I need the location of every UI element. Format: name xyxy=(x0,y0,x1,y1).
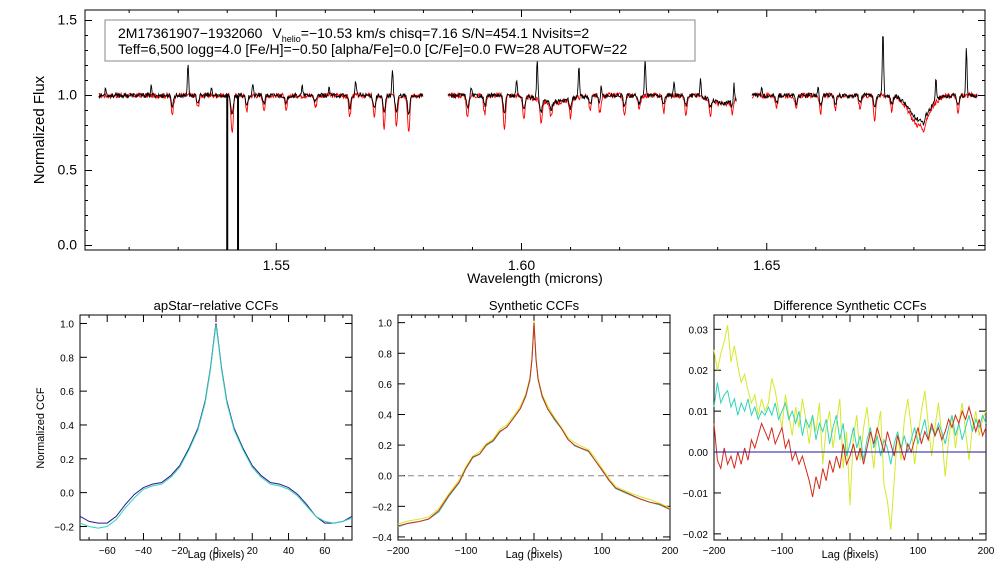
synthetic-ccf-y-tick-labels: −0.4 −0.2 0.0 0.2 0.4 0.6 0.8 1.0 xyxy=(372,319,392,544)
synthetic-ccf-y-tick-label: 0.0 xyxy=(378,472,392,483)
observed-spectrum-line xyxy=(447,58,737,114)
spectrum-y-tick-label: 1.0 xyxy=(58,87,78,103)
spectrum-y-axis-title: Normalized Flux xyxy=(31,75,48,184)
apstar-ccf-x-tick-label: −20 xyxy=(171,546,188,557)
spectrum-frame xyxy=(84,9,986,251)
difference-ccf-y-tick-label: 0.00 xyxy=(689,448,709,459)
apstar-ccf-line-1 xyxy=(79,323,353,524)
synthetic-ccf-x-tick-label: −100 xyxy=(455,546,478,557)
spectrum-x-tick-label: 1.60 xyxy=(508,257,535,273)
difference-ccf-x-tick-label: −100 xyxy=(771,546,794,557)
spectrum-ticks xyxy=(85,10,985,250)
apstar-ccf-y-tick-label: 0.4 xyxy=(60,421,74,432)
synthetic-ccf-x-tick-label: 100 xyxy=(594,546,611,557)
apstar-ccf-y-tick-label: 0.6 xyxy=(60,387,74,398)
velocity-and-stats: =−10.53 km/s chisq=7.16 S/N=454.1 Nvisit… xyxy=(301,25,590,41)
difference-ccf-line-2 xyxy=(713,382,987,465)
apstar-ccf-y-tick-label: 0.2 xyxy=(60,455,74,466)
apstar-ccf-y-tick-label: 0.0 xyxy=(60,489,74,500)
difference-ccf-x-tick-label: −200 xyxy=(703,546,726,557)
synthetic-spectrum-line xyxy=(751,91,978,133)
apstar-ccf-y-axis-title: Normalized CCF xyxy=(35,387,47,469)
info-box xyxy=(104,19,696,62)
difference-ccf-y-tick-label: 0.03 xyxy=(689,325,709,336)
apstar-ccf-x-tick-label: 20 xyxy=(247,546,259,557)
difference-ccf-x-axis-title: Lag (pixels) xyxy=(822,549,879,561)
difference-ccf-x-tick-label: 100 xyxy=(910,546,927,557)
apstar-ccf-y-tick-labels: −0.2 0.0 0.2 0.4 0.6 0.8 1.0 xyxy=(54,319,74,533)
apstar-ccf-line-2 xyxy=(79,325,353,529)
difference-ccf-x-tick-label: 0 xyxy=(847,546,853,557)
difference-ccf-y-tick-label: −0.02 xyxy=(683,530,709,541)
difference-ccf-x-tick-labels: −200 −100 0 100 200 xyxy=(703,546,995,557)
synthetic-ccf-frame xyxy=(397,314,671,541)
spectrum-series xyxy=(98,36,978,250)
apstar-ccf-title: apStar−relative CCFs xyxy=(154,298,279,313)
apstar-ccf-x-axis-title: Lag (pixels) xyxy=(188,549,245,561)
difference-ccf-frame xyxy=(713,314,987,541)
spectrum-x-tick-label: 1.55 xyxy=(263,257,290,273)
difference-ccf-y-tick-labels: −0.02 −0.01 0.00 0.01 0.02 0.03 xyxy=(683,325,709,541)
spectrum-y-tick-label: 0.5 xyxy=(58,162,78,178)
difference-ccf-x-tick-label: 200 xyxy=(978,546,995,557)
synthetic-ccf-line-2 xyxy=(397,323,671,528)
spectrum-x-tick-label: 1.65 xyxy=(753,257,780,273)
synthetic-ccf-y-tick-label: −0.4 xyxy=(372,533,392,544)
synthetic-ccf-panel: Synthetic CCFs −200 −100 0 100 200 −0.4 … xyxy=(372,298,679,561)
observed-spectrum-line xyxy=(751,36,978,127)
synthetic-ccf-x-tick-label: 0 xyxy=(531,546,537,557)
difference-ccf-y-tick-label: 0.01 xyxy=(689,407,709,418)
synthetic-ccf-line-3 xyxy=(397,322,671,527)
apstar-ccf-y-tick-label: −0.2 xyxy=(54,522,74,533)
apstar-ccf-panel: apStar−relative CCFs −60 −40 −20 0 20 40 60 −0… xyxy=(35,298,353,561)
observed-spectrum-line xyxy=(98,64,424,116)
velocity-symbol: V xyxy=(272,25,282,41)
apstar-ccf-x-tick-labels: −60 −40 −20 0 20 40 60 xyxy=(99,546,331,557)
apstar-ccf-x-tick-label: −40 xyxy=(135,546,152,557)
synthetic-ccf-y-tick-label: 1.0 xyxy=(378,319,392,330)
difference-ccf-line-1 xyxy=(713,325,987,530)
apstar-ccf-y-tick-label: 0.8 xyxy=(60,353,74,364)
spectrum-x-tick-labels: 1.55 1.60 1.65 xyxy=(263,257,781,273)
star-id: 2M17361907−1932060 xyxy=(118,25,263,41)
difference-ccf-ticks xyxy=(713,315,987,540)
apstar-ccf-frame xyxy=(79,314,353,541)
spectrum-x-axis-title: Wavelength (microns) xyxy=(467,270,603,286)
apstar-ccf-ticks xyxy=(80,315,352,540)
synthetic-ccf-x-axis-title: Lag (pixels) xyxy=(506,549,563,561)
apstar-ccf-y-tick-label: 1.0 xyxy=(60,319,74,330)
difference-ccf-title: Difference Synthetic CCFs xyxy=(774,298,927,313)
apstar-ccf-x-tick-label: 0 xyxy=(213,546,219,557)
synthetic-ccf-x-tick-labels: −200 −100 0 100 200 xyxy=(387,546,679,557)
synthetic-ccf-y-tick-label: 0.2 xyxy=(378,441,392,452)
synthetic-ccf-ticks xyxy=(397,315,671,540)
synthetic-ccf-x-tick-label: 200 xyxy=(662,546,679,557)
synthetic-ccf-y-tick-label: 0.8 xyxy=(378,349,392,360)
synthetic-spectrum-line xyxy=(98,91,424,133)
synthetic-ccf-series xyxy=(397,320,671,528)
apstar-ccf-x-tick-label: −60 xyxy=(99,546,116,557)
velocity-subscript: helio xyxy=(282,34,301,44)
synthetic-ccf-x-tick-label: −200 xyxy=(387,546,410,557)
synthetic-ccf-y-tick-label: 0.4 xyxy=(378,410,392,421)
spectrum-y-tick-label: 0.0 xyxy=(58,237,78,253)
apstar-ccf-x-tick-label: 40 xyxy=(283,546,295,557)
difference-ccf-y-tick-label: −0.01 xyxy=(683,489,709,500)
difference-ccf-y-tick-label: 0.02 xyxy=(689,366,709,377)
difference-ccf-panel: Difference Synthetic CCFs −200 −100 0 10… xyxy=(683,298,995,561)
synthetic-ccf-title: Synthetic CCFs xyxy=(489,298,580,313)
info-line-2: Teff=6,500 logg=4.0 [Fe/H]=−0.50 [alpha/… xyxy=(118,41,627,57)
difference-ccf-series xyxy=(713,325,987,530)
spectrum-y-tick-labels: 0.0 0.5 1.0 1.5 xyxy=(58,12,78,253)
spectrum-y-tick-label: 1.5 xyxy=(58,12,78,28)
apstar-ccf-x-tick-label: 60 xyxy=(319,546,331,557)
info-line-1: 2M17361907−1932060 Vhelio=−10.53 km/s chi… xyxy=(118,25,589,44)
apstar-ccf-series xyxy=(79,323,353,529)
difference-ccf-line-3 xyxy=(713,405,987,498)
spectrum-panel: 1.55 1.60 1.65 0.0 0.5 1.0 1.5 Wavelengt… xyxy=(31,9,986,286)
synthetic-ccf-line-1 xyxy=(397,320,671,525)
synthetic-ccf-y-tick-label: −0.2 xyxy=(372,502,392,513)
synthetic-ccf-y-tick-label: 0.6 xyxy=(378,380,392,391)
